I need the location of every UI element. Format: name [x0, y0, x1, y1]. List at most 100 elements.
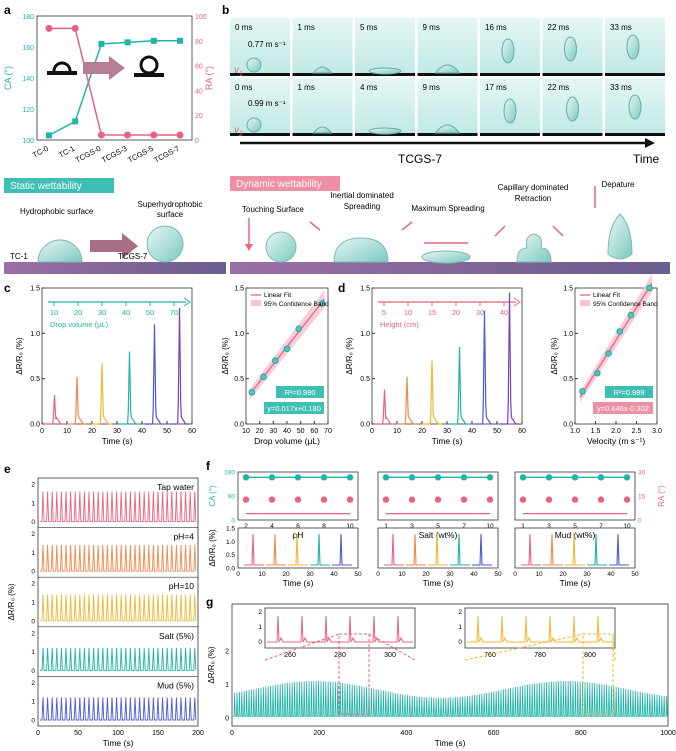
ylabel: ΔR/R₀ (%): [550, 337, 559, 374]
axes-frame: [231, 603, 669, 727]
frame-time: 0 ms: [235, 23, 252, 32]
data-point: [605, 349, 612, 357]
f-xtick: 5: [436, 523, 440, 530]
legend-band-swatch: [251, 300, 261, 306]
frame-surface: [542, 73, 603, 76]
droplet-tc1: [37, 239, 83, 263]
xtick-label: 50: [493, 428, 501, 435]
panel-label-g: g: [206, 595, 213, 609]
f-time-tick: 50: [494, 571, 502, 578]
chart-g: 0 200 400 600 800 1000 0 1 2 Time (s) ΔR/R₀ (%) 0 1 2…: [207, 603, 676, 748]
zoom-inset-trace: [467, 615, 613, 643]
xtick-label: 800: [575, 730, 587, 737]
xtick-label: 40: [468, 428, 476, 435]
frame-surface: [230, 133, 290, 136]
r2-badge: [605, 386, 653, 398]
equation-text: y=0.017x+0.180: [267, 404, 321, 413]
xlabel: Time (s): [103, 738, 134, 748]
a-ytick: 140: [22, 76, 34, 83]
zoom-inset-xtick: 260: [284, 652, 296, 659]
data-point: [260, 373, 267, 381]
f-y2tick: 15: [638, 494, 646, 501]
frame: [355, 18, 415, 76]
ytick-label: 0: [225, 716, 229, 723]
arrow-down-head-icon: [245, 244, 253, 251]
ytick-label: 1.0: [360, 331, 370, 338]
f-xtick: 6: [296, 523, 300, 530]
f-ca-point: [597, 474, 605, 481]
frame-time: 4 ms: [360, 83, 377, 92]
f-top-frame: [237, 471, 359, 521]
xtick-label: 10: [393, 428, 401, 435]
a-ytick: 180: [22, 14, 34, 21]
signal-trace: [40, 594, 197, 622]
xtick-label: 30: [113, 428, 121, 435]
a-point-RA: [71, 24, 79, 32]
frame-time: 22 ms: [548, 23, 570, 32]
f-top-frame: [377, 471, 499, 521]
xtick-label: 60: [518, 428, 526, 435]
zoom-inset-ytick: 1: [258, 624, 262, 631]
stage-inertial-1: Inertial dominated: [330, 191, 394, 200]
f-xtick: 10: [346, 523, 354, 530]
droplet-touching: [265, 231, 297, 263]
xtick-label: 10: [63, 428, 71, 435]
high-speed-frames: 0 ms 1 ms 5 ms 9 ms 16 ms 22 ms 33 ms 0 ms 1 ms 4…: [230, 18, 665, 136]
ytick-label: 1.0: [563, 331, 573, 338]
f-ra-point: [460, 496, 468, 503]
stage-capillary-1: Capillary dominated: [498, 183, 569, 192]
f-xtick: 10: [486, 523, 494, 530]
frame-time: 17 ms: [485, 83, 507, 92]
f-ra-point: [623, 496, 631, 503]
f-bottom-ytick: 1.5: [226, 526, 235, 533]
ylabel: ΔR/R₀ (%): [7, 583, 16, 620]
a-point-CA: [177, 37, 183, 44]
frame-time: 22 ms: [548, 83, 570, 92]
xtick-label: 0: [40, 428, 44, 435]
signal-peak: [449, 346, 470, 425]
ytick-label: 0: [31, 569, 35, 576]
ytick-label: 1: [31, 500, 35, 507]
f-signal-peak: [472, 533, 492, 566]
signal-trace: [40, 544, 197, 572]
axes-frame: [37, 477, 199, 727]
f-time-label: Time (s): [423, 578, 454, 588]
f-ra-point: [320, 496, 328, 503]
f-ra-point: [294, 496, 302, 503]
f-signal-peak: [384, 533, 404, 566]
inset-axis-arrow-icon: [183, 297, 191, 307]
f-time-tick: 50: [631, 571, 639, 578]
ytick-label: 2: [225, 648, 229, 655]
a-ytick: 160: [22, 45, 34, 52]
inset-label: Drop volume (μL): [50, 320, 109, 329]
a-y2tick: 80: [195, 39, 203, 46]
f-ytick: 90: [228, 494, 236, 501]
xtick-label: 1000: [660, 730, 676, 737]
dynamic-wettability-banner: [230, 176, 340, 191]
a-line-RA: [49, 27, 180, 136]
motion-arrows-icon: [309, 186, 596, 244]
inset-tick-label: 30: [98, 308, 106, 317]
panel-label-e: e: [4, 462, 11, 476]
stage-touching: Touching Surface: [242, 205, 304, 214]
zoom-inset-xtick: 800: [584, 652, 596, 659]
f-xtick: 3: [547, 523, 551, 530]
signal-peak: [422, 360, 442, 425]
f-ra-point: [242, 496, 250, 503]
xtick-label: 20: [418, 428, 426, 435]
f-xtick: 1: [384, 523, 388, 530]
signal-peak: [474, 310, 495, 425]
signal-trace: [40, 491, 197, 523]
equation-badge: [264, 402, 324, 414]
ytick-label: 1: [31, 699, 35, 706]
f-ra-point: [571, 496, 579, 503]
signal-peak: [44, 394, 65, 425]
inset-tick-label: 50: [146, 308, 154, 317]
f-time-tick: 10: [398, 571, 406, 578]
data-point: [627, 311, 635, 319]
ytick-label: 0.0: [563, 422, 573, 429]
stage-departure: Depature: [602, 180, 635, 189]
f-ra-point: [597, 496, 605, 503]
f-ylabel-bottom: ΔR/R₀ (%): [208, 529, 217, 566]
equation-text: y=0.646x-0.302: [597, 404, 649, 413]
